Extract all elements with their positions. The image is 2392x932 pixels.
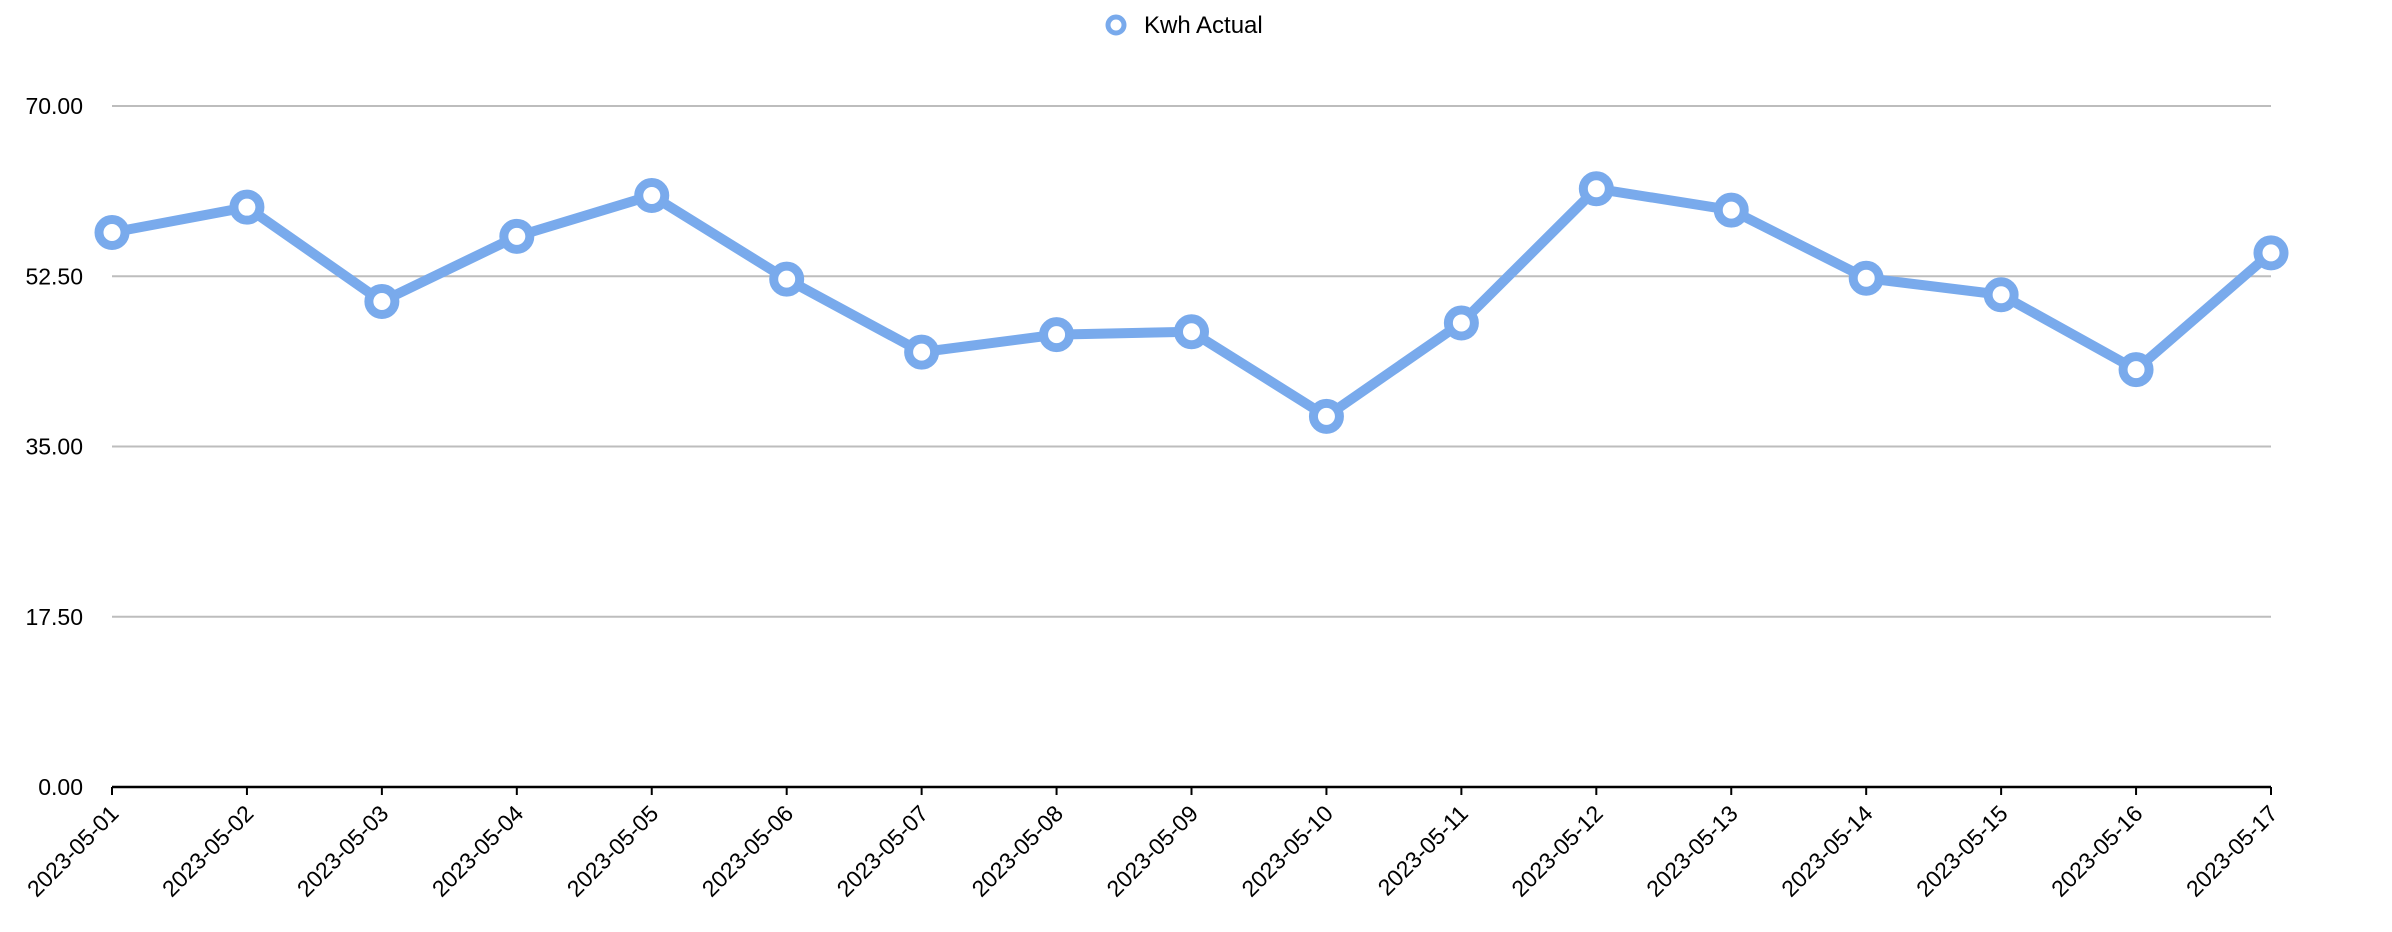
x-tick-label: 2023-05-02 (157, 800, 259, 902)
data-point[interactable] (1578, 171, 1614, 207)
data-point[interactable] (1443, 305, 1479, 341)
series-group (94, 171, 2289, 434)
data-point[interactable] (2118, 352, 2154, 388)
gridlines (112, 105, 2271, 789)
legend-marker-kwh-actual (1105, 14, 1127, 36)
x-tick-label: 2023-05-15 (1911, 800, 2013, 902)
data-point[interactable] (1174, 314, 1209, 350)
x-tick-label: 2023-05-17 (2181, 800, 2283, 902)
x-tick-label: 2023-05-14 (1776, 800, 1878, 902)
x-tick-label: 2023-05-08 (967, 800, 1069, 902)
y-tick-label: 52.50 (25, 263, 83, 289)
y-tick-label: 70.00 (25, 93, 83, 119)
data-point[interactable] (94, 214, 130, 250)
data-point[interactable] (904, 334, 940, 370)
data-point[interactable] (634, 178, 670, 214)
x-axis: 2023-05-01 2023-05-02 2023-05-03 2023-05-04… (22, 787, 2283, 902)
data-point[interactable] (229, 189, 265, 225)
data-point[interactable] (1848, 260, 1884, 296)
x-tick-label: 2023-05-16 (2046, 800, 2148, 902)
data-point[interactable] (1039, 317, 1075, 353)
series-line-kwh-actual (107, 183, 2276, 422)
y-tick-label: 0.00 (38, 774, 83, 800)
data-point[interactable] (1713, 192, 1749, 228)
y-tick-label: 35.00 (25, 434, 83, 460)
x-tick-label: 2023-05-01 (22, 800, 124, 902)
x-tick-label: 2023-05-13 (1641, 800, 1743, 902)
x-tick-label: 2023-05-06 (697, 800, 799, 902)
data-point[interactable] (2253, 235, 2289, 271)
x-tick-label: 2023-05-04 (427, 800, 529, 902)
x-tick-label: 2023-05-09 (1101, 800, 1203, 902)
x-tick-label: 2023-05-03 (292, 800, 394, 902)
data-point[interactable] (1308, 398, 1344, 434)
data-point[interactable] (1983, 277, 2019, 313)
legend: Kwh Actual (1105, 12, 1263, 39)
x-tick-label: 2023-05-10 (1236, 800, 1338, 902)
x-tick-label: 2023-05-12 (1506, 800, 1608, 902)
x-tick-label: 2023-05-05 (562, 800, 664, 902)
x-tick-label: 2023-05-11 (1373, 800, 1473, 900)
y-axis: 0.00 17.50 35.00 52.50 70.00 (25, 93, 83, 800)
x-tick-label: 2023-05-07 (832, 800, 934, 902)
y-tick-label: 17.50 (25, 604, 83, 630)
legend-label-kwh-actual: Kwh Actual (1144, 12, 1263, 39)
data-point[interactable] (769, 261, 805, 297)
data-point[interactable] (499, 218, 535, 254)
data-point[interactable] (364, 284, 400, 320)
